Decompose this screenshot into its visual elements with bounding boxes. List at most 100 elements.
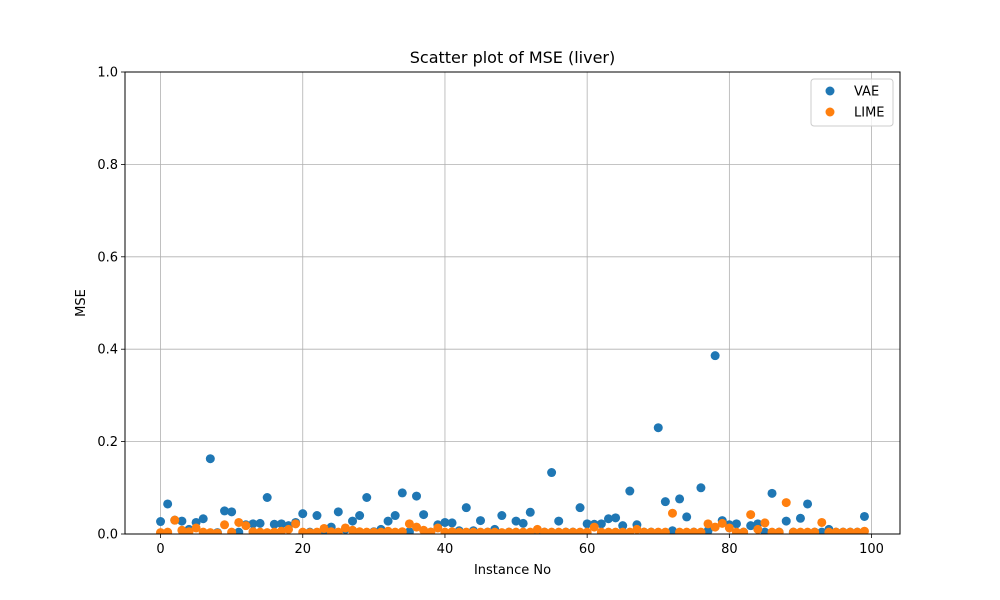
lime-point [653,527,663,534]
vae-point [781,516,791,526]
lime-point [824,527,834,534]
lime-point [369,527,379,534]
lime-point [753,524,763,534]
lime-point [397,527,407,534]
lime-point [312,527,322,534]
vae-point [731,519,741,529]
vae-point [803,499,813,509]
lime-point [184,527,194,534]
vae-point [603,514,613,524]
lime-point [404,519,414,529]
lime-point [191,523,201,533]
vae-point [667,526,677,534]
vae-point [859,511,869,521]
lime-point [348,525,358,534]
vae-point [497,511,507,521]
lime-point [568,527,578,534]
lime-point [390,527,400,534]
vae-point [696,483,706,493]
vae-point [518,518,528,528]
vae-point [348,516,358,526]
lime-point [355,527,365,534]
vae-point [817,527,827,534]
lime-point [490,527,500,534]
chart-title: Scatter plot of MSE (liver) [410,48,616,67]
legend-label-lime: LIME [854,106,885,121]
lime-point [532,524,542,534]
lime-point [376,527,386,534]
x-tick-label: 80 [721,542,738,557]
lime-point [177,525,187,534]
lime-point [561,527,571,534]
vae-point [397,488,407,498]
y-axis-label: MSE [74,289,89,317]
legend: VAE LIME [810,78,894,127]
data-points [156,351,869,534]
lime-point [198,527,208,534]
vae-point [355,511,365,521]
vae-point [611,513,621,523]
lime-point [426,527,436,534]
vae-point [419,510,429,520]
lime-point [781,498,791,508]
lime-point [710,522,720,532]
plot-frame [124,71,901,535]
vae-point [618,521,628,531]
lime-point [284,524,294,534]
vae-point [682,512,692,522]
lime-point [255,527,265,534]
lime-point [212,528,222,534]
vae-point [298,509,308,519]
x-tick-label: 100 [859,542,884,557]
lime-point [724,523,734,533]
vae-point [703,526,713,534]
vae-point [383,516,393,526]
lime-point [447,527,457,534]
lime-point [539,527,549,534]
lime-point [227,527,237,534]
lime-point [362,527,372,534]
lime-point [817,517,827,527]
lime-point [205,528,215,534]
lime-point [511,527,521,534]
lime-point [340,523,350,533]
lime-point [333,527,343,534]
vae-point [156,517,166,527]
vae-point [177,516,187,526]
lime-point [589,522,599,532]
y-tick-label: 0.2 [97,435,118,450]
lime-point [170,515,180,525]
lime-point [582,527,592,534]
lime-point [276,526,286,534]
vae-point [440,517,450,527]
lime-point [803,527,813,534]
y-tick-label: 0.8 [97,158,118,173]
lime-point [788,527,798,534]
axis-ticks: 0 20 40 60 80 100 0.0 0.2 0.4 0.6 0.8 1.0 [97,66,884,558]
vae-point [746,521,756,531]
lime-point [575,527,585,534]
vae-point [276,519,286,529]
lime-point [248,527,258,534]
vae-point [255,518,265,528]
lime-point [852,527,862,534]
vae-point [554,516,564,526]
lime-point [298,527,308,534]
vae-point [447,518,457,528]
legend-label-vae: VAE [854,85,879,100]
y-tick-label: 1.0 [97,66,118,81]
lime-point [696,527,706,534]
lime-point [269,527,279,534]
lime-point [774,527,784,534]
lime-point [660,527,670,534]
x-tick-label: 60 [579,542,596,557]
lime-point [220,520,230,530]
vae-point [511,516,521,526]
lime-point [689,527,699,534]
vae-point [412,491,422,501]
y-tick-label: 0.4 [97,343,118,358]
y-tick-label: 0.6 [97,250,118,265]
vae-point [547,468,557,478]
vae-point [163,499,173,509]
lime-point [234,517,244,527]
